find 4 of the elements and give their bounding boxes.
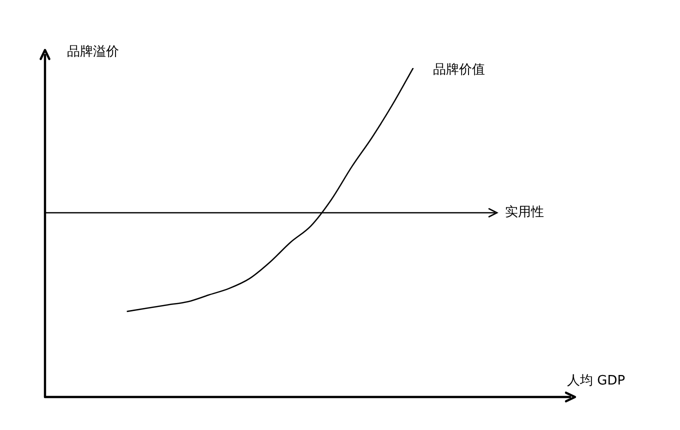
y-axis-title: 品牌溢价 — [67, 44, 119, 60]
x-axis-title: 人均 GDP — [567, 373, 626, 388]
series-label: 品牌价值 — [433, 62, 486, 78]
series-label: 实用性 — [505, 205, 544, 220]
